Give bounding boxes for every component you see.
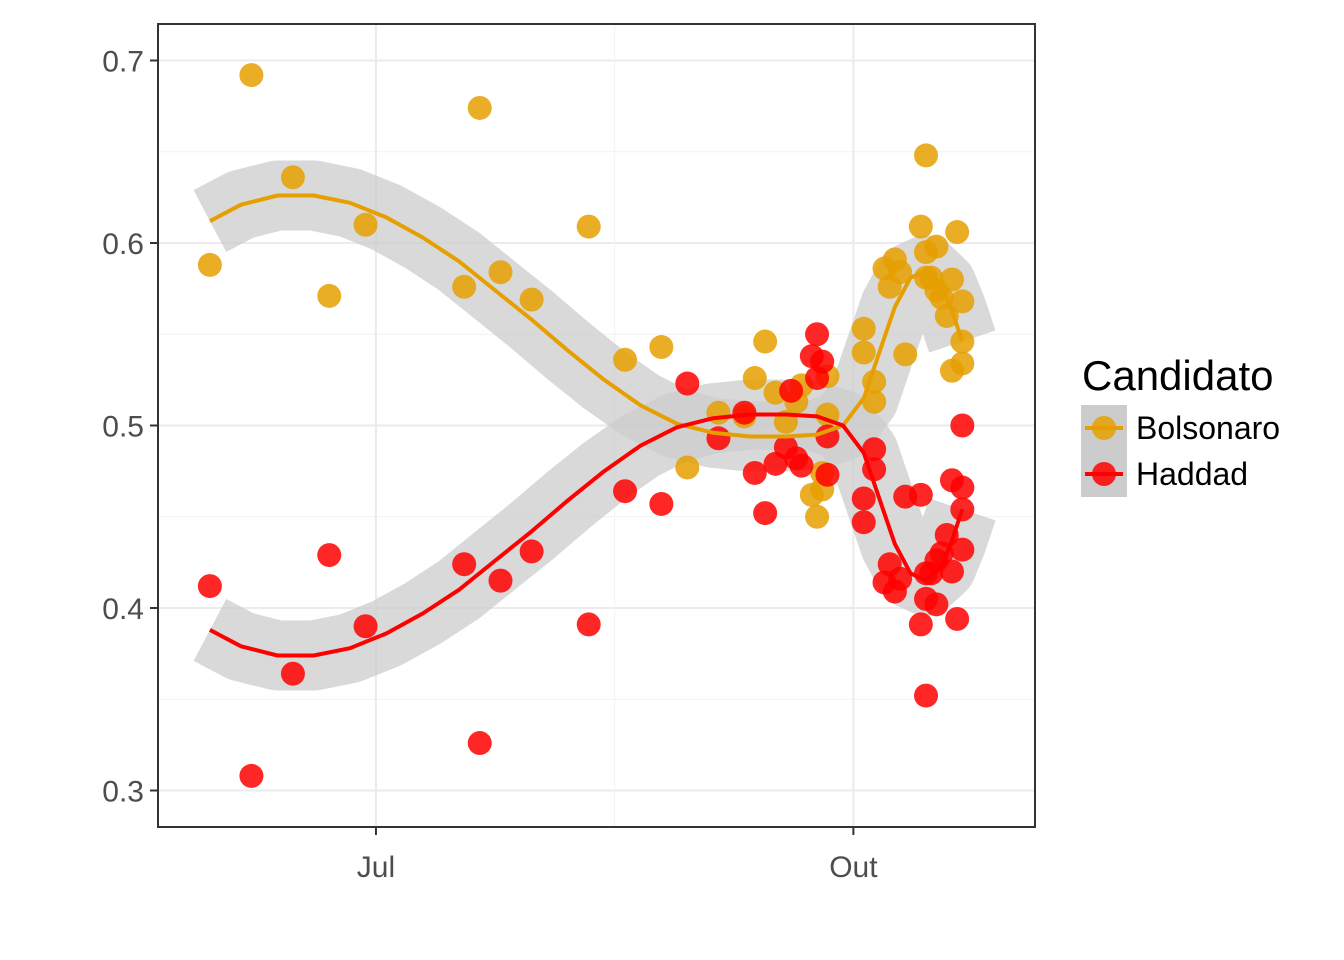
- point-haddad: [950, 413, 975, 438]
- point-bolsonaro: [888, 260, 913, 285]
- axes: 0.3 0.4 0.5 0.6 0.7 Jul Out: [102, 46, 878, 885]
- point-bolsonaro: [945, 220, 970, 245]
- point-bolsonaro: [805, 504, 830, 529]
- point-haddad: [576, 612, 601, 637]
- legend-label-bolsonaro: Bolsonaro: [1136, 410, 1280, 446]
- legend-title: Candidato: [1082, 352, 1273, 399]
- point-bolsonaro: [649, 335, 674, 360]
- trend-line-bolsonaro: [208, 193, 965, 439]
- x-tick-label: Jul: [357, 851, 395, 884]
- point-haddad: [519, 539, 544, 564]
- y-tick-label: 0.5: [102, 411, 144, 444]
- point-bolsonaro: [197, 252, 222, 277]
- point-bolsonaro: [488, 260, 513, 285]
- y-tick-label: 0.7: [102, 46, 144, 79]
- point-haddad: [452, 552, 477, 577]
- point-haddad: [732, 400, 757, 425]
- point-bolsonaro: [353, 212, 378, 237]
- point-bolsonaro: [950, 289, 975, 314]
- point-bolsonaro: [239, 63, 264, 88]
- trend-line-haddad: [208, 412, 965, 658]
- point-bolsonaro: [467, 95, 492, 120]
- point-haddad: [613, 479, 638, 504]
- point-bolsonaro: [924, 234, 949, 259]
- point-bolsonaro: [753, 329, 778, 354]
- point-haddad: [239, 763, 264, 788]
- point-bolsonaro: [519, 287, 544, 312]
- point-haddad: [488, 568, 513, 593]
- point-haddad: [317, 543, 342, 568]
- point-haddad: [805, 366, 830, 391]
- point-haddad: [789, 453, 814, 478]
- point-bolsonaro: [613, 347, 638, 372]
- point-bolsonaro: [280, 165, 305, 190]
- point-haddad: [197, 574, 222, 599]
- point-haddad: [280, 661, 305, 686]
- point-bolsonaro: [452, 274, 477, 299]
- point-haddad: [649, 491, 674, 516]
- point-haddad: [939, 559, 964, 584]
- point-bolsonaro: [317, 283, 342, 308]
- point-bolsonaro: [706, 400, 731, 425]
- point-haddad: [924, 592, 949, 617]
- point-bolsonaro: [908, 214, 933, 239]
- point-bolsonaro: [851, 316, 876, 341]
- y-tick-label: 0.3: [102, 776, 144, 809]
- point-bolsonaro: [675, 455, 700, 480]
- point-haddad: [851, 510, 876, 535]
- point-haddad: [888, 566, 913, 591]
- point-haddad: [706, 426, 731, 451]
- y-tick-label: 0.4: [102, 593, 144, 626]
- point-haddad: [467, 731, 492, 756]
- point-haddad: [908, 482, 933, 507]
- data-points: [197, 63, 975, 788]
- point-haddad: [851, 486, 876, 511]
- point-haddad: [945, 606, 970, 631]
- point-haddad: [914, 683, 939, 708]
- y-tick-label: 0.6: [102, 228, 144, 261]
- point-haddad: [742, 460, 767, 485]
- legend-key-point: [1092, 462, 1116, 486]
- point-bolsonaro: [914, 143, 939, 168]
- point-bolsonaro: [939, 267, 964, 292]
- point-haddad: [805, 322, 830, 347]
- point-bolsonaro: [893, 342, 918, 367]
- point-bolsonaro: [742, 366, 767, 391]
- point-haddad: [862, 437, 887, 462]
- point-haddad: [779, 378, 804, 403]
- point-bolsonaro: [851, 340, 876, 365]
- point-haddad: [950, 537, 975, 562]
- point-bolsonaro: [862, 389, 887, 414]
- point-bolsonaro: [576, 214, 601, 239]
- point-bolsonaro: [950, 329, 975, 354]
- point-haddad: [353, 614, 378, 639]
- point-haddad: [753, 501, 778, 526]
- legend-key-point: [1092, 416, 1116, 440]
- point-haddad: [675, 371, 700, 396]
- point-haddad: [950, 475, 975, 500]
- trend-lines: [208, 193, 965, 658]
- x-tick-label: Out: [829, 851, 878, 884]
- point-bolsonaro: [950, 351, 975, 376]
- point-haddad: [908, 612, 933, 637]
- point-haddad: [815, 462, 840, 487]
- legend: Candidato Bolsonaro Haddad: [1081, 352, 1280, 497]
- legend-label-haddad: Haddad: [1136, 456, 1248, 492]
